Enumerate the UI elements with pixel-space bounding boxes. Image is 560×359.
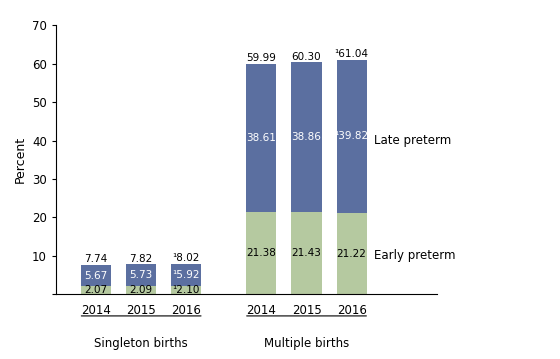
Text: 5.73: 5.73 (129, 270, 153, 280)
Bar (246, 212, 277, 294)
Bar (171, 264, 201, 286)
Text: 2.07: 2.07 (85, 285, 108, 295)
Bar (126, 264, 156, 286)
Text: 59.99: 59.99 (246, 53, 277, 63)
Text: 21.38: 21.38 (246, 248, 277, 258)
Text: 7.82: 7.82 (129, 253, 153, 264)
Text: ¹5.92: ¹5.92 (172, 270, 200, 280)
Text: Early preterm: Early preterm (374, 250, 456, 262)
Text: 21.22: 21.22 (337, 248, 367, 258)
Text: 7.74: 7.74 (85, 254, 108, 264)
Text: ¹61.04: ¹61.04 (335, 49, 368, 59)
Text: Singleton births: Singleton births (94, 337, 188, 350)
Text: ¹8.02: ¹8.02 (172, 253, 200, 263)
Bar (126, 286, 156, 294)
Text: Multiple births: Multiple births (264, 337, 349, 350)
Bar (337, 60, 367, 213)
Bar (81, 265, 111, 286)
Bar (171, 286, 201, 294)
Text: ¹2.10: ¹2.10 (172, 285, 200, 295)
Text: 38.86: 38.86 (292, 132, 321, 142)
Text: 21.43: 21.43 (292, 248, 321, 258)
Bar (246, 64, 277, 212)
Bar (292, 62, 321, 212)
Bar (337, 213, 367, 294)
Y-axis label: Percent: Percent (13, 136, 26, 183)
Text: 60.30: 60.30 (292, 52, 321, 62)
Text: 2.09: 2.09 (129, 285, 153, 295)
Text: 38.61: 38.61 (246, 133, 277, 143)
Bar (81, 286, 111, 294)
Text: ¹39.82: ¹39.82 (334, 131, 368, 141)
Text: Late preterm: Late preterm (374, 134, 451, 147)
Bar (292, 212, 321, 294)
Text: 5.67: 5.67 (85, 271, 108, 280)
